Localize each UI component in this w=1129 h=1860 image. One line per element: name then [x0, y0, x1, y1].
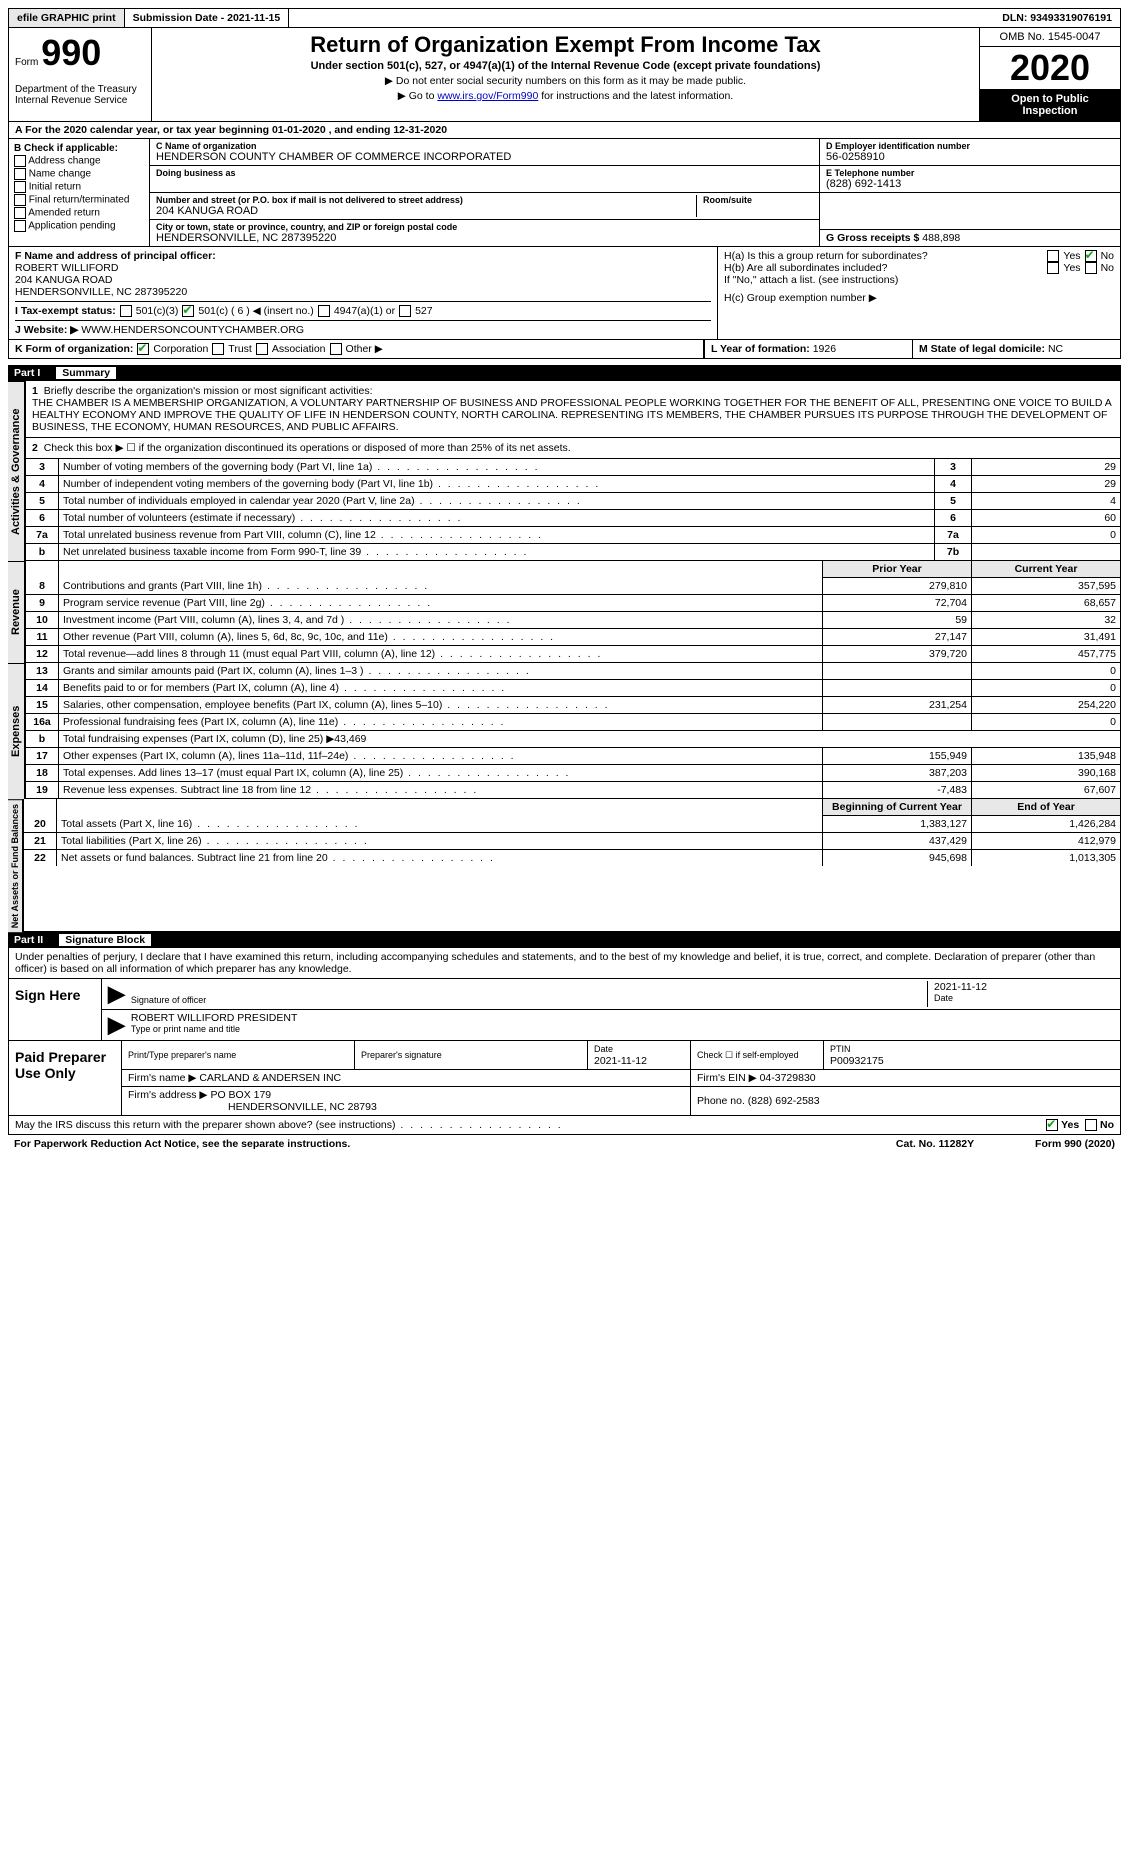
- part2-header: Part II Signature Block: [8, 932, 1121, 948]
- table-revenue: Prior YearCurrent Year8Contributions and…: [26, 561, 1120, 662]
- check-discuss-yes: [1046, 1119, 1058, 1131]
- ptin: P00932175: [830, 1055, 884, 1067]
- state-domicile: NC: [1048, 343, 1063, 355]
- firm-name: CARLAND & ANDERSEN INC: [199, 1072, 341, 1084]
- top-bar: efile GRAPHIC print Submission Date - 20…: [8, 8, 1121, 28]
- page-footer: For Paperwork Reduction Act Notice, see …: [8, 1135, 1121, 1153]
- open-inspection: Open to Public Inspection: [980, 89, 1120, 121]
- officer-name: ROBERT WILLIFORD: [15, 262, 711, 274]
- box-b: B Check if applicable: Address change Na…: [9, 139, 150, 246]
- sign-here-block: Sign Here ▶ Signature of officer 2021-11…: [8, 979, 1121, 1041]
- dln: DLN: 93493319076191: [994, 9, 1120, 27]
- perjury-declaration: Under penalties of perjury, I declare th…: [8, 948, 1121, 979]
- firm-phone: (828) 692-2583: [748, 1095, 820, 1107]
- table-net-assets: Beginning of Current YearEnd of Year20To…: [24, 799, 1120, 866]
- submission-date: Submission Date - 2021-11-15: [125, 9, 290, 27]
- treasury-dept: Department of the Treasury Internal Reve…: [15, 84, 145, 106]
- tab-activities: Activities & Governance: [8, 381, 25, 561]
- form-subtitle: Under section 501(c), 527, or 4947(a)(1)…: [158, 60, 973, 72]
- k-l-m-row: K Form of organization: Corporation Trus…: [8, 340, 1121, 359]
- tab-expenses: Expenses: [8, 663, 25, 799]
- table-expenses: 13Grants and similar amounts paid (Part …: [26, 663, 1120, 798]
- form-word: Form: [15, 57, 38, 68]
- form-number: 990: [41, 32, 101, 73]
- org-street: 204 KANUGA ROAD: [156, 205, 696, 217]
- omb-number: OMB No. 1545-0047: [980, 28, 1120, 47]
- firm-ein: 04-3729830: [760, 1072, 816, 1084]
- discuss-row: May the IRS discuss this return with the…: [8, 1116, 1121, 1135]
- mission-text: THE CHAMBER IS A MEMBERSHIP ORGANIZATION…: [32, 397, 1111, 433]
- row-a-tax-year: A For the 2020 calendar year, or tax yea…: [8, 122, 1121, 139]
- tab-net-assets: Net Assets or Fund Balances: [8, 799, 23, 932]
- note-ssn: ▶ Do not enter social security numbers o…: [158, 75, 973, 87]
- table-activities: 3Number of voting members of the governi…: [26, 459, 1120, 560]
- form-title: Return of Organization Exempt From Incom…: [158, 32, 973, 58]
- note-link: ▶ Go to www.irs.gov/Form990 for instruct…: [158, 90, 973, 102]
- officer-group-block: F Name and address of principal officer:…: [8, 247, 1121, 340]
- irs-link[interactable]: www.irs.gov/Form990: [437, 90, 538, 102]
- tab-revenue: Revenue: [8, 561, 25, 663]
- year-formation: 1926: [813, 343, 836, 355]
- efile-print-button[interactable]: efile GRAPHIC print: [9, 9, 125, 27]
- check-corporation: [137, 343, 149, 355]
- form-header: Form 990 Department of the Treasury Inte…: [8, 28, 1121, 122]
- website: WWW.HENDERSONCOUNTYCHAMBER.ORG: [81, 324, 304, 336]
- ein: 56-0258910: [826, 151, 1114, 163]
- tax-year: 2020: [980, 47, 1120, 89]
- gross-receipts: G Gross receipts $ 488,898: [820, 230, 1120, 246]
- telephone: (828) 692-1413: [826, 178, 1114, 190]
- org-city: HENDERSONVILLE, NC 287395220: [156, 232, 813, 244]
- paid-preparer-block: Paid Preparer Use Only Print/Type prepar…: [8, 1041, 1121, 1116]
- officer-printed: ROBERT WILLIFORD PRESIDENT: [131, 1012, 1114, 1024]
- org-name: HENDERSON COUNTY CHAMBER OF COMMERCE INC…: [156, 151, 813, 163]
- check-501c: [182, 305, 194, 317]
- part1-header: Part I Summary: [8, 365, 1121, 381]
- check-ha-no: [1085, 250, 1097, 262]
- entity-block: B Check if applicable: Address change Na…: [8, 139, 1121, 247]
